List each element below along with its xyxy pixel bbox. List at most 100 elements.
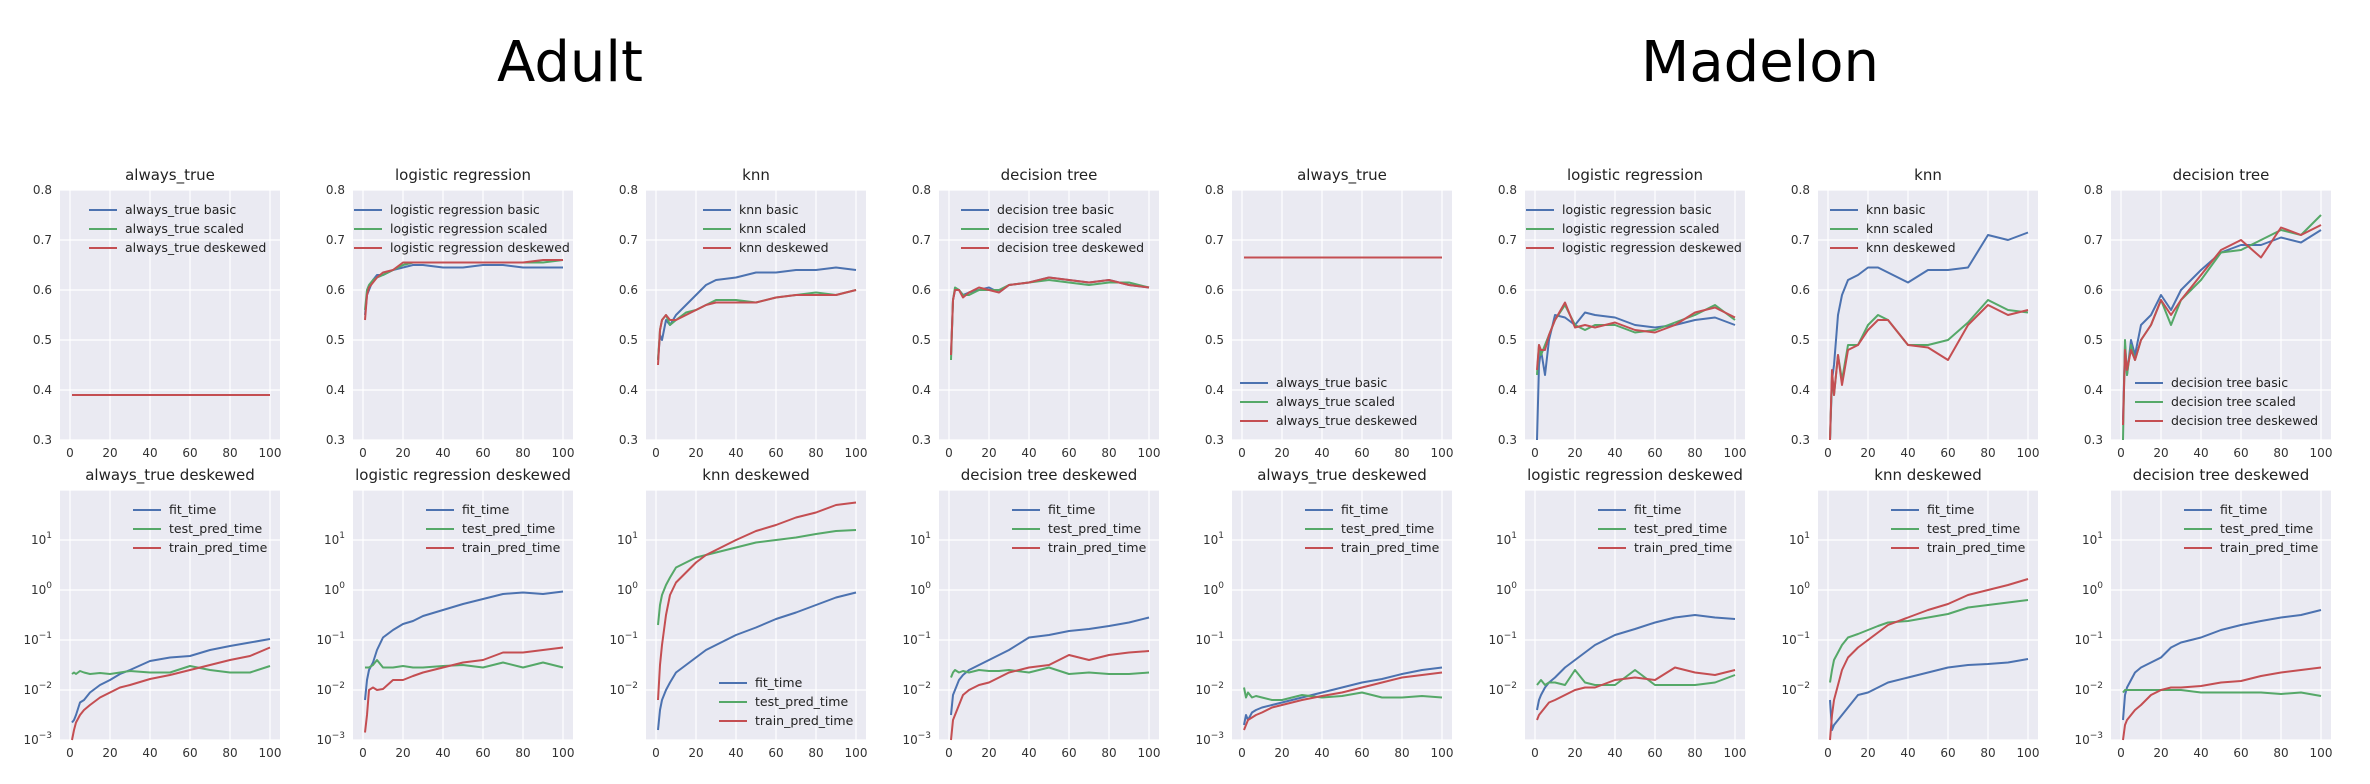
chart-title: logistic regression	[395, 166, 531, 184]
x-tick-label: 0	[1238, 446, 1246, 460]
legend-label: fit_time	[2220, 502, 2268, 517]
x-tick-label: 100	[2017, 746, 2040, 760]
y-tick-label: 10−2	[1488, 681, 1517, 697]
chart-madelon-decision-tree-deskewed: 0 20 40 60 80 100 10−3 10−2 10−1 100 101 decision t…	[2074, 466, 2332, 760]
legend-label: fit_time	[169, 502, 217, 517]
x-tick-label: 80	[1394, 446, 1409, 460]
y-tick-label: 0.5	[1498, 333, 1517, 347]
x-tick-label: 60	[182, 446, 197, 460]
x-tick-label: 0	[359, 446, 367, 460]
y-tick-label: 0.4	[33, 383, 52, 397]
series-line-train-pred-time	[364, 646, 564, 733]
x-tick-label: 40	[142, 746, 157, 760]
y-tick-label: 101	[324, 531, 345, 547]
x-tick-label: 40	[1900, 746, 1915, 760]
legend-label: fit_time	[755, 675, 803, 690]
chart-madelon-always-true: 0 20 40 60 80 100 0.3 0.4 0.5 0.6 0.7 0.8 always_tru…	[1205, 166, 1454, 460]
series-line-fit-time	[1536, 614, 1736, 711]
x-tick-label: 80	[1394, 746, 1409, 760]
legend-label: always_true deskewed	[1276, 413, 1417, 428]
y-tick-label: 0.6	[2084, 283, 2103, 297]
series-line-train-pred-time	[2122, 666, 2322, 741]
x-tick-label: 20	[1567, 746, 1582, 760]
plot-background	[939, 490, 1159, 740]
x-tick-label: 0	[1824, 446, 1832, 460]
chart-adult-decision-tree: 0 20 40 60 80 100 0.3 0.4 0.5 0.6 0.7 0.8 decision t…	[912, 166, 1161, 460]
x-tick-label: 20	[1274, 446, 1289, 460]
plot-background	[1525, 490, 1745, 740]
y-tick-label: 0.8	[326, 183, 345, 197]
legend-label: knn scaled	[1866, 221, 1933, 236]
y-tick-label: 100	[910, 581, 931, 597]
y-tick-label: 0.7	[2084, 233, 2103, 247]
series-line-test-pred-time	[365, 659, 564, 669]
series-line-train-pred-time	[657, 501, 857, 701]
legend-label: fit_time	[1927, 502, 1975, 517]
legend-label: train_pred_time	[1048, 540, 1147, 555]
legend-label: always_true scaled	[125, 221, 244, 236]
chart-adult-always-true-deskewed: 0 20 40 60 80 100 10−3 10−2 10−1 100 101 always_tru…	[23, 466, 281, 760]
y-tick-label: 0.8	[912, 183, 931, 197]
y-tick-label: 0.6	[619, 283, 638, 297]
y-tick-label: 10−3	[2074, 731, 2103, 747]
x-tick-label: 40	[1900, 446, 1915, 460]
legend-label: test_pred_time	[462, 521, 555, 536]
x-tick-label: 60	[1061, 746, 1076, 760]
y-tick-label: 0.3	[619, 433, 638, 447]
x-tick-label: 60	[2233, 746, 2248, 760]
x-tick-label: 100	[2017, 446, 2040, 460]
x-tick-label: 60	[475, 746, 490, 760]
y-tick-label: 100	[324, 581, 345, 597]
y-tick-label: 0.4	[1205, 383, 1224, 397]
chart-title: logistic regression deskewed	[1527, 466, 1743, 484]
y-tick-label: 0.3	[33, 433, 52, 447]
x-tick-label: 100	[2310, 446, 2333, 460]
x-tick-label: 100	[259, 446, 282, 460]
y-tick-label: 10−3	[316, 731, 345, 747]
y-tick-label: 0.3	[1205, 433, 1224, 447]
chart-title: decision tree deskewed	[961, 466, 1138, 484]
x-tick-label: 20	[395, 446, 410, 460]
y-tick-label: 0.5	[1791, 333, 1810, 347]
y-tick-label: 0.6	[1791, 283, 1810, 297]
y-tick-label: 100	[1496, 581, 1517, 597]
x-tick-label: 20	[2153, 446, 2168, 460]
series-line-fit-time	[1243, 666, 1443, 726]
y-tick-label: 0.7	[326, 233, 345, 247]
x-tick-label: 60	[1647, 446, 1662, 460]
x-tick-label: 0	[1531, 746, 1539, 760]
x-tick-label: 100	[552, 746, 575, 760]
legend-label: knn deskewed	[739, 240, 829, 255]
legend-label: decision tree scaled	[997, 221, 1122, 236]
y-tick-label: 0.8	[1791, 183, 1810, 197]
y-tick-label: 10−1	[609, 631, 638, 647]
y-tick-label: 10−1	[23, 631, 52, 647]
legend-label: always_true basic	[1276, 375, 1387, 390]
legend-label: train_pred_time	[169, 540, 268, 555]
plot-background	[60, 190, 280, 440]
y-tick-label: 0.5	[1205, 333, 1224, 347]
chart-title: decision tree	[2173, 166, 2270, 184]
series-line-train-pred-time	[1243, 671, 1443, 731]
x-tick-label: 60	[1940, 446, 1955, 460]
x-tick-label: 20	[981, 446, 996, 460]
x-tick-label: 100	[1431, 746, 1454, 760]
series-line-test-pred-time	[2122, 689, 2322, 697]
y-tick-label: 0.3	[1498, 433, 1517, 447]
chart-title: always_true	[125, 166, 215, 185]
y-tick-label: 0.7	[912, 233, 931, 247]
chart-madelon-always-true-deskewed: 0 20 40 60 80 100 10−3 10−2 10−1 100 101 always_tru…	[1195, 466, 1453, 760]
plot-background	[1818, 190, 2038, 440]
y-tick-label: 0.7	[33, 233, 52, 247]
x-tick-label: 40	[1607, 446, 1622, 460]
legend-label: logistic regression deskewed	[390, 240, 570, 255]
legend-label: train_pred_time	[2220, 540, 2319, 555]
y-tick-label: 0.3	[912, 433, 931, 447]
y-tick-label: 101	[2082, 531, 2103, 547]
chart-madelon-decision-tree: 0 20 40 60 80 100 0.3 0.4 0.5 0.6 0.7 0.8 decision t…	[2084, 166, 2333, 460]
y-tick-label: 101	[1789, 531, 1810, 547]
chart-adult-knn: 0 20 40 60 80 100 0.3 0.4 0.5 0.6 0.7 0.8 knn knn bas…	[619, 166, 868, 460]
legend-label: knn basic	[1866, 202, 1926, 217]
chart-adult-decision-tree-deskewed: 0 20 40 60 80 100 10−3 10−2 10−1 100 101 decision t…	[902, 466, 1160, 760]
y-tick-label: 0.7	[1791, 233, 1810, 247]
